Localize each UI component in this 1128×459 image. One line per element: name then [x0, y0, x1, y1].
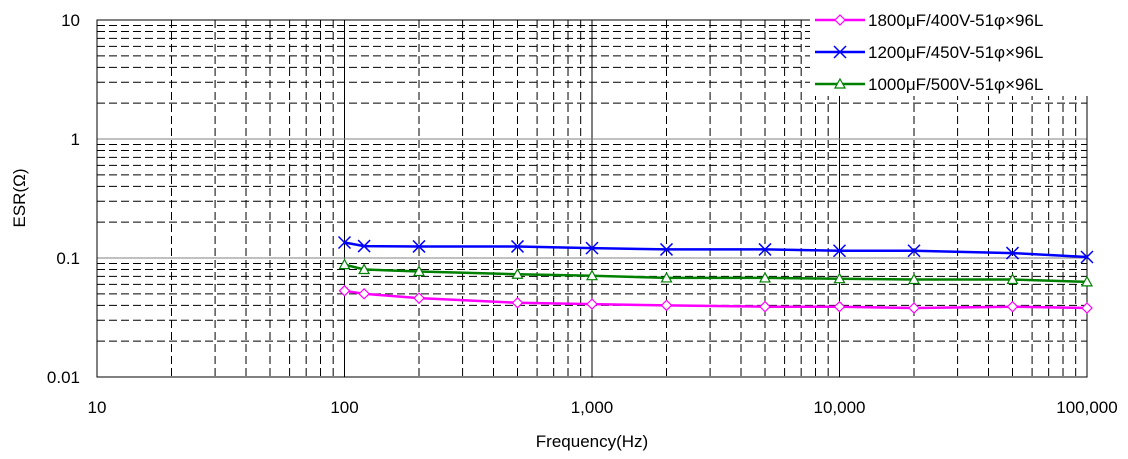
data-point [1005, 246, 1020, 260]
legend-marker [833, 77, 847, 89]
data-point [585, 241, 599, 255]
series-line [344, 263, 1088, 284]
data-point [358, 263, 371, 275]
data-point [659, 242, 674, 256]
data-point [758, 242, 772, 256]
legend: 1800μF/400V-51φ×96L 1200μF/450V-51φ×96L 10… [810, 4, 1126, 96]
legend-marker [833, 45, 847, 59]
data-point [1006, 273, 1019, 285]
data-point [510, 239, 525, 253]
data-point [337, 235, 352, 250]
data-point [907, 273, 921, 285]
series-2 [337, 235, 1094, 264]
legend-item: 1800μF/400V-51φ×96L [815, 11, 1043, 30]
data-point [833, 300, 846, 313]
data-point [660, 271, 673, 283]
x-tick-label: 1,000 [571, 398, 614, 417]
y-axis-label: ESR(Ω) [10, 169, 29, 228]
data-point [412, 239, 426, 253]
data-point [1080, 250, 1094, 264]
x-tick-label: 10,000 [814, 398, 866, 417]
data-point [358, 287, 370, 300]
legend-item: 1200μF/450V-51φ×96L [815, 43, 1043, 62]
data-point [758, 271, 772, 283]
axis-tick-labels: 10 100 1,000 10,000 100,000 0.01 0.1 1 10 [47, 11, 1118, 417]
y-tick-label: 10 [61, 11, 80, 30]
data-point [585, 269, 599, 281]
data-point [357, 239, 371, 253]
data-point [759, 300, 771, 313]
data-point [511, 296, 524, 309]
data-point [660, 299, 673, 312]
series-line [344, 241, 1088, 259]
plot-area-frame [96, 19, 1088, 378]
series-layer [337, 235, 1094, 314]
data-point [833, 272, 846, 284]
data-point [1080, 275, 1094, 287]
series-1 [338, 284, 1093, 314]
y-tick-label: 0.01 [47, 368, 80, 387]
data-point [586, 298, 598, 310]
data-point [1081, 302, 1093, 314]
legend-label: 1000μF/500V-51φ×96L [868, 75, 1043, 94]
data-point [412, 265, 426, 277]
data-point [338, 258, 351, 270]
series-3 [338, 258, 1094, 287]
data-point [832, 244, 847, 258]
legend-marker [834, 14, 846, 26]
data-point [907, 244, 921, 258]
x-tick-label: 100,000 [1056, 398, 1117, 417]
x-tick-label: 100 [330, 398, 358, 417]
data-point [908, 302, 920, 314]
data-point [338, 284, 351, 297]
data-point [413, 292, 425, 304]
data-point [1006, 300, 1019, 313]
y-tick-label: 0.1 [56, 249, 80, 268]
legend-label: 1800μF/400V-51φ×96L [868, 11, 1043, 30]
legend-label: 1200μF/450V-51φ×96L [868, 43, 1043, 62]
data-point [511, 268, 524, 279]
legend-item: 1000μF/500V-51φ×96L [815, 75, 1043, 94]
x-axis-label: Frequency(Hz) [536, 432, 648, 451]
y-tick-label: 1 [71, 130, 80, 149]
x-tick-label: 10 [88, 398, 107, 417]
